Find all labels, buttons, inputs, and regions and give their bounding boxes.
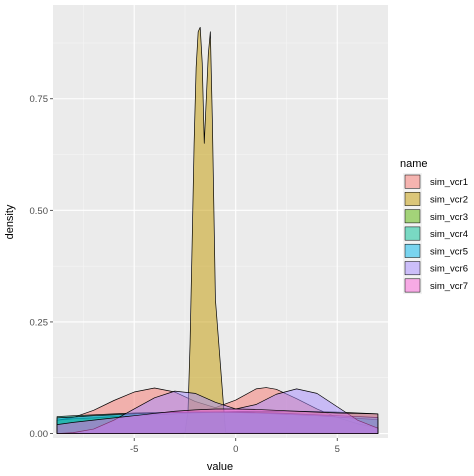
- legend-swatch-sim_vcr3: [404, 209, 421, 224]
- legend-swatch-sim_vcr1: [404, 174, 421, 189]
- y-axis-title: density: [4, 204, 16, 239]
- legend-label-sim_vcr1: sim_vcr1: [430, 177, 468, 188]
- legend: name sim_vcr1 sim_vcr2 sim_vcr3 sim_vcr4sim…: [400, 158, 468, 295]
- legend-swatch-sim_vcr2: [404, 192, 421, 206]
- legend-label-sim_vcr4: sim_vcr4: [430, 229, 468, 240]
- legend-title: name: [400, 158, 428, 170]
- density-areas: [56, 26, 379, 434]
- y-tick-label: 0.00: [30, 429, 49, 440]
- legend-swatch-sim_vcr6: [404, 261, 421, 276]
- legend-swatch-sim_vcr5: [404, 243, 421, 258]
- x-axis-title: value: [207, 461, 233, 473]
- y-tick-label: 0.50: [30, 206, 49, 217]
- legend-label-sim_vcr2: sim_vcr2: [430, 194, 468, 205]
- axes: -5 0 5 0.00 0.25 0.50 0.75: [30, 94, 340, 455]
- y-tick-label: 0.75: [30, 94, 49, 105]
- x-tick-label: 0: [233, 444, 238, 455]
- density-area-sim_vcr7: [56, 408, 379, 434]
- y-tick-label: 0.25: [30, 317, 49, 328]
- legend-label-sim_vcr7: sim_vcr7: [430, 281, 468, 292]
- legend-swatch-sim_vcr4: [404, 226, 421, 241]
- x-tick-label: -5: [130, 444, 138, 455]
- legend-swatch-sim_vcr7: [404, 278, 421, 293]
- x-tick-label: 5: [335, 444, 340, 455]
- legend-label-sim_vcr6: sim_vcr6: [430, 264, 468, 275]
- legend-label-sim_vcr3: sim_vcr3: [430, 212, 468, 223]
- legend-label-sim_vcr5: sim_vcr5: [430, 246, 468, 257]
